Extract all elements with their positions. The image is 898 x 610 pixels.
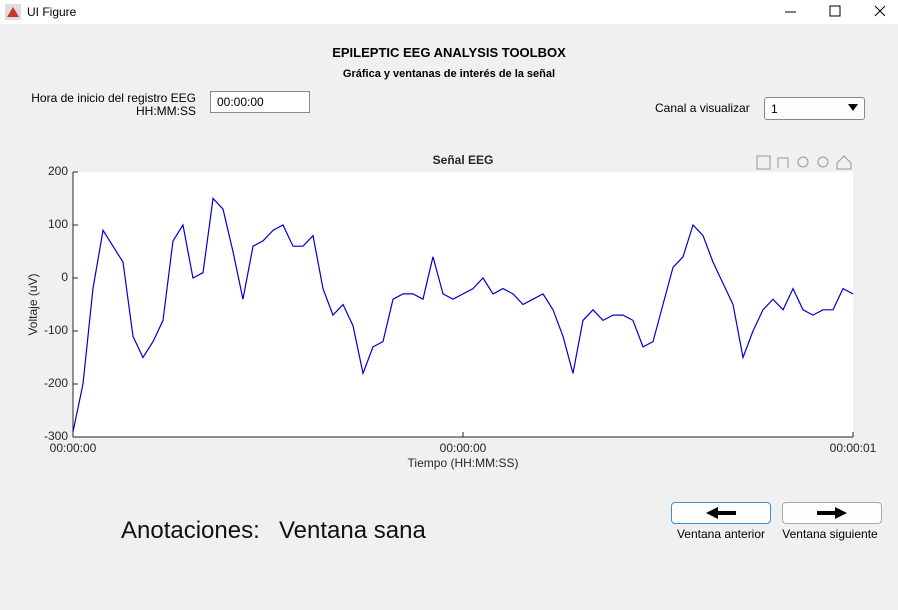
axes: [72, 172, 853, 438]
x-tick-label: 00:00:01: [830, 441, 877, 455]
y-tick-label: -300: [44, 429, 68, 443]
annotation-label: Anotaciones:: [121, 517, 260, 544]
start-label-line: Hora de inicio del registro EEG: [31, 91, 196, 105]
app-icon: [5, 4, 21, 20]
start-label-line: HH:MM:SS: [136, 104, 196, 118]
prev-button[interactable]: [671, 502, 771, 524]
x-axis-label: Tiempo (HH:MM:SS): [408, 456, 519, 470]
channel-value: 1: [771, 102, 778, 116]
chart: Señal EEG Tiempo (HH:MM:SS) Voltaje (uV) -3…: [26, 153, 877, 470]
channel-dropdown[interactable]: 1: [764, 97, 865, 120]
header-title: EPILEPTIC EEG ANALYSIS TOOLBOX: [332, 45, 566, 60]
arrow-right: [817, 507, 847, 519]
next-button[interactable]: [782, 502, 882, 524]
start-input[interactable]: 00:00:00: [210, 91, 310, 113]
y-tick-label: 0: [61, 270, 68, 284]
y-axis-label: Voltaje (uV): [26, 273, 40, 335]
next-label: Ventana siguiente: [782, 527, 878, 541]
header-subtitle: Gráfica y ventanas de interés de la seña…: [342, 68, 556, 80]
x-tick-label: 00:00:00: [50, 441, 97, 455]
chart-title: Señal EEG: [433, 153, 494, 167]
window-controls[interactable]: [785, 5, 885, 19]
annotation-value: Ventana sana: [279, 517, 426, 544]
title-bar: UI Figure: [0, 0, 898, 24]
y-tick-label: 100: [48, 217, 68, 231]
x-tick-label: 00:00:00: [440, 441, 487, 455]
start-label: Hora de inicio del registro EEG HH:MM:SS: [20, 92, 196, 118]
signal-line: [72, 197, 854, 432]
y-tick-label: 200: [48, 164, 68, 178]
window-title: UI Figure: [27, 5, 77, 19]
y-tick-label: -100: [44, 323, 68, 337]
plot-toolbar[interactable]: [756, 155, 852, 170]
arrow-left: [706, 507, 736, 519]
plot-area: [73, 172, 853, 437]
prev-label: Ventana anterior: [676, 527, 766, 541]
dropdown-arrow: [848, 104, 858, 111]
y-tick-label: -200: [44, 376, 68, 390]
channel-label: Canal a visualizar: [655, 101, 750, 115]
